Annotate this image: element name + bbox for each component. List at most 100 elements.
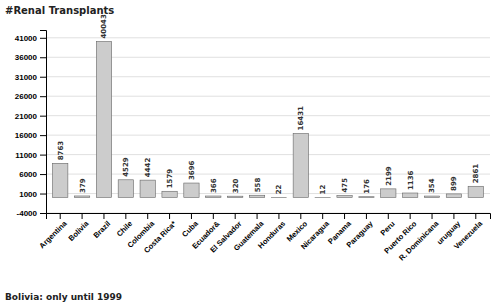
x-tick: R. Dominicana [397,213,441,262]
bar [424,196,439,197]
y-tick: 1000 [19,190,46,199]
grid-line [46,154,490,155]
x-tick: Paraguay [344,213,375,249]
data-label: 3696 [188,160,196,180]
bar [271,197,286,198]
x-tick-mark [213,213,214,219]
x-tick-mark [432,213,433,219]
bar [162,191,177,197]
y-tick: 16000 [15,131,46,140]
bars [53,42,484,198]
data-label: 366 [210,178,218,193]
x-tick-label: Costa Rica* [142,219,178,255]
y-axis: -4000 1000 6000 11000 16000 21000 26000 31000 36… [15,31,47,219]
x-tick-mark [191,213,192,219]
footnote: Bolivia: only until 1999 [5,292,122,302]
bar [53,163,68,197]
y-axis-line [40,31,47,214]
bar [118,180,133,198]
data-label: 379 [79,178,87,193]
y-tick-label: 31000 [15,73,38,82]
bar [249,195,264,197]
y-tick-mark [40,77,46,78]
y-tick: 36000 [15,53,46,62]
y-tick-label: 16000 [15,131,38,140]
grid-line [46,174,490,175]
x-tick-mark [410,213,411,219]
data-label: 899 [450,176,458,191]
y-tick: 11000 [15,151,46,160]
y-tick: 26000 [15,92,46,101]
x-tick: Costa Rica* [142,213,178,255]
x-tick-label: Nicaragua [299,219,332,252]
x-tick-mark [82,213,83,219]
bar [140,180,155,197]
x-tick-mark [344,213,345,219]
grid-line [46,76,490,77]
x-tick-label: Brazil [91,219,112,240]
plot: 8763379400434529444215793696366320558221… [15,14,491,262]
y-tick: 21000 [15,112,46,121]
x-tick: Honduras [256,213,287,250]
bar [315,197,330,198]
x-tick: Nicaragua [299,213,332,251]
data-label: 2199 [385,166,393,186]
x-tick-mark [169,213,170,219]
bar [293,133,308,197]
bar [446,194,461,198]
grid-line [46,57,490,58]
y-tick-mark [40,135,46,136]
data-label: 4529 [122,157,130,177]
y-tick-mark [40,174,46,175]
y-tick-mark [40,194,46,195]
y-tick-mark [40,38,46,39]
x-tick-label: Bolivia [67,219,91,243]
data-label: 320 [232,178,240,193]
grid [46,38,490,213]
y-tick-label: 1000 [19,190,37,199]
x-tick-mark [125,213,126,219]
x-tick: Peru [378,213,396,237]
bar [381,189,396,198]
y-tick-mark [40,96,46,97]
data-label: 12 [319,185,327,195]
bar [337,196,352,198]
y-tick-label: 6000 [19,170,37,179]
bar [184,183,199,197]
x-tick: Venezuela [452,213,485,251]
x-tick-label: Chile [115,219,134,238]
x-tick-label: Argentina [37,219,69,251]
y-tick-label: 36000 [15,53,38,62]
data-label: 1136 [407,170,415,190]
y-tick-label: 21000 [15,112,38,121]
chart: 8763379400434529444215793696366320558221… [0,0,500,305]
y-axis-title: #Renal Transplants [5,5,114,16]
bar [74,196,89,197]
bar [403,193,418,197]
x-tick: Argentina [37,213,69,250]
data-label: 2861 [472,164,480,184]
y-tick: 31000 [15,73,46,82]
x-axis-line [47,214,491,220]
y-tick-mark [40,213,46,214]
y-tick-mark [40,57,46,58]
x-tick-mark [475,213,476,219]
y-tick-label: 11000 [15,151,37,160]
x-tick-mark [103,213,104,219]
x-tick-label: Venezuela [452,219,485,252]
y-tick: -4000 [17,209,46,218]
data-label: 4442 [144,158,152,178]
data-label: 16431 [297,106,305,130]
y-tick-mark [40,155,46,156]
bar [359,196,374,198]
x-tick: Chile [115,213,134,239]
data-labels: 8763379400434529444215793696366320558221… [57,14,481,194]
bar [206,196,221,197]
y-tick-label: 26000 [15,92,38,101]
y-tick-mark [40,116,46,117]
x-tick-mark [388,213,389,219]
y-tick: 6000 [19,170,46,179]
grid-line [46,193,490,194]
x-tick-mark [366,213,367,219]
data-label: 475 [341,178,349,193]
